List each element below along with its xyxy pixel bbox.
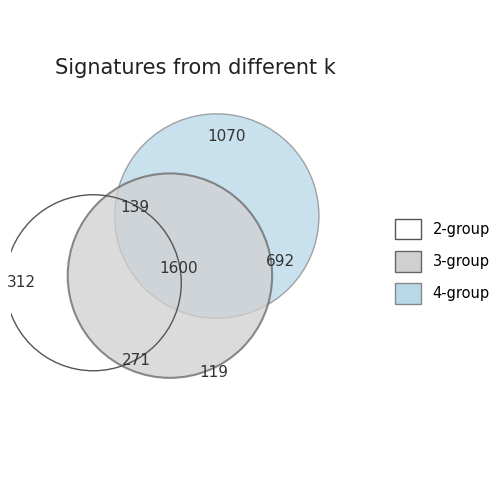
- Text: 139: 139: [120, 200, 149, 215]
- Title: Signatures from different k: Signatures from different k: [55, 58, 336, 79]
- Text: 312: 312: [7, 275, 35, 290]
- Circle shape: [114, 114, 319, 318]
- Text: 1600: 1600: [159, 261, 198, 276]
- Text: 119: 119: [200, 365, 228, 380]
- Text: 692: 692: [266, 254, 295, 269]
- Text: 1070: 1070: [208, 129, 246, 144]
- Legend: 2-group, 3-group, 4-group: 2-group, 3-group, 4-group: [387, 212, 497, 311]
- Circle shape: [68, 173, 272, 378]
- Text: 271: 271: [121, 353, 150, 368]
